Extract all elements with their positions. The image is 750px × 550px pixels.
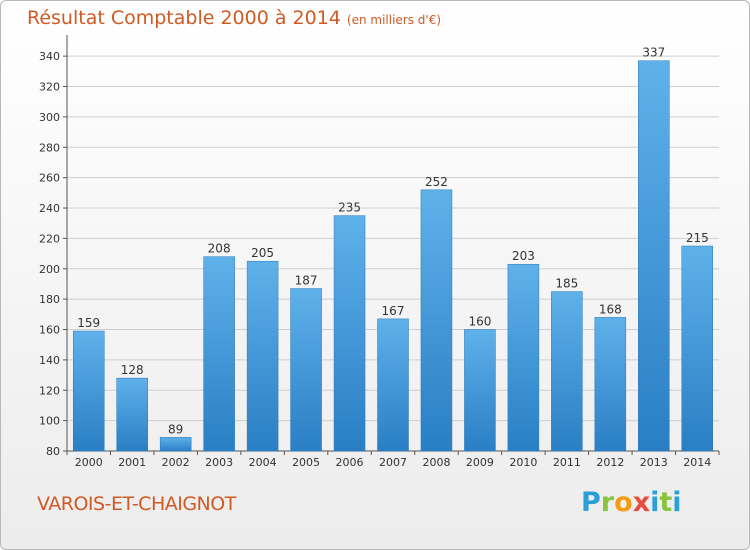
x-tick-label-2011: 2011 [553, 456, 581, 469]
value-label-2004: 205 [251, 246, 274, 260]
value-label-2003: 208 [208, 242, 231, 256]
value-label-2012: 168 [599, 302, 622, 316]
logo-letter: r [600, 487, 615, 518]
y-tick-label: 220 [39, 232, 60, 245]
y-tick-label: 280 [39, 141, 60, 154]
y-tick-label: 180 [39, 293, 60, 306]
value-label-2013: 337 [642, 46, 665, 60]
y-tick-label: 80 [46, 445, 60, 458]
logo-letter: o [614, 487, 633, 518]
bar-2014 [681, 245, 714, 452]
logo-letter: i [672, 487, 682, 518]
bar-2011 [551, 291, 583, 452]
bar-2010 [507, 263, 540, 452]
logo-letter: i [650, 487, 660, 518]
y-tick-label: 340 [39, 50, 60, 63]
logo-letter: P [581, 487, 601, 518]
value-label-2010: 203 [512, 249, 535, 263]
x-tick-label-2005: 2005 [292, 456, 320, 469]
y-tick-label: 160 [39, 324, 60, 337]
x-tick-label-2012: 2012 [596, 456, 624, 469]
bar-2003 [203, 256, 235, 452]
x-tick-label-2014: 2014 [683, 456, 711, 469]
y-tick-label: 120 [39, 384, 60, 397]
proxiti-logo: Proxiti [581, 487, 682, 518]
x-tick-label-2008: 2008 [422, 456, 450, 469]
bar-2008 [420, 189, 453, 452]
bar-2009 [464, 329, 496, 452]
y-tick-label: 140 [39, 354, 60, 367]
y-tick-label: 260 [39, 172, 60, 185]
bars [72, 60, 714, 452]
x-tick-label-2004: 2004 [249, 456, 277, 469]
labels: 80 100 120 140 160 180 200 220 240 260 280 300 320 34… [39, 46, 711, 469]
value-label-2007: 167 [382, 304, 405, 318]
value-label-2006: 235 [338, 201, 361, 215]
value-label-2000: 159 [77, 316, 100, 330]
value-label-2011: 185 [555, 277, 578, 291]
bar-2000 [72, 330, 105, 452]
y-tick-label: 200 [39, 263, 60, 276]
y-tick-label: 240 [39, 202, 60, 215]
x-tick-label-2006: 2006 [336, 456, 364, 469]
x-tick-label-2000: 2000 [75, 456, 103, 469]
chart-title-text: Résultat Comptable 2000 à 2014 [27, 7, 341, 29]
y-tick-label: 320 [39, 81, 60, 94]
chart-subtitle: (en milliers d'€) [346, 13, 442, 27]
logo-letter: t [659, 487, 673, 518]
bar-2002 [159, 437, 192, 452]
bar-2007 [377, 318, 409, 452]
value-label-2008: 252 [425, 175, 448, 189]
bar-2001 [116, 377, 148, 452]
x-tick-label-2009: 2009 [466, 456, 494, 469]
value-label-2009: 160 [468, 315, 491, 329]
bar-2012 [594, 317, 627, 452]
x-tick-label-2003: 2003 [205, 456, 233, 469]
value-label-2001: 128 [121, 363, 144, 377]
x-tick-label-2002: 2002 [162, 456, 190, 469]
bar-2006 [333, 215, 366, 452]
bar-2005 [290, 288, 322, 452]
bar-2013 [638, 60, 670, 452]
x-tick-label-2001: 2001 [118, 456, 146, 469]
value-label-2005: 187 [295, 274, 318, 288]
bar-2004 [246, 260, 279, 452]
commune-name: VAROIS-ET-CHAIGNOT [37, 493, 236, 515]
y-tick-label: 100 [39, 415, 60, 428]
value-label-2002: 89 [168, 422, 183, 436]
logo-letter: x [632, 487, 651, 518]
x-tick-label-2010: 2010 [509, 456, 537, 469]
value-label-2014: 215 [686, 231, 709, 245]
y-tick-label: 300 [39, 111, 60, 124]
x-tick-label-2013: 2013 [640, 456, 668, 469]
x-tick-label-2007: 2007 [379, 456, 407, 469]
chart-title: Résultat Comptable 2000 à 2014 (en millie… [27, 7, 441, 29]
